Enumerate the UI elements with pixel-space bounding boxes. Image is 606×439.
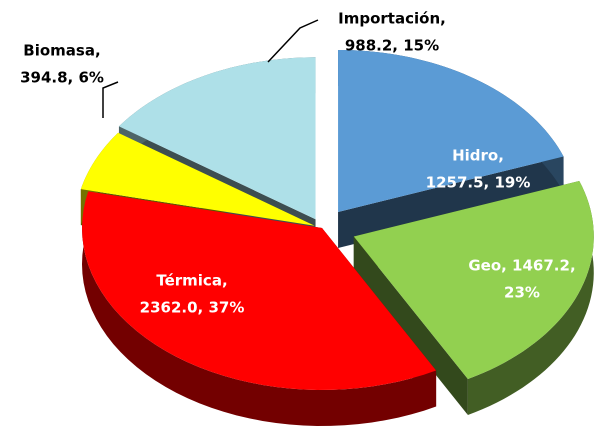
slice: [353, 180, 594, 379]
data-label: 23%: [504, 284, 540, 302]
slice-side: [82, 191, 437, 426]
labels: Hidro, 1257.5, 19% Geo, 1467.2, 23% Térmica,…: [20, 10, 576, 317]
data-label: Importación,: [338, 10, 446, 28]
leader-line: [267, 19, 319, 63]
data-label: 394.8, 6%: [20, 69, 104, 87]
slice: [82, 191, 437, 390]
data-label: 1257.5, 19%: [426, 174, 531, 192]
slice-side: [353, 236, 468, 415]
pie: [80, 49, 594, 426]
data-label: 2362.0, 37%: [140, 299, 245, 317]
leader-line: [102, 81, 119, 118]
data-label: Térmica,: [156, 272, 227, 290]
slice: [118, 57, 316, 220]
data-label: Geo, 1467.2,: [468, 257, 575, 275]
slice: [80, 132, 315, 226]
slice: [338, 49, 564, 212]
data-label: Biomasa,: [23, 42, 100, 60]
slice-side: [338, 156, 564, 248]
data-label: 988.2, 15%: [345, 37, 439, 55]
data-label: Hidro,: [452, 147, 504, 165]
